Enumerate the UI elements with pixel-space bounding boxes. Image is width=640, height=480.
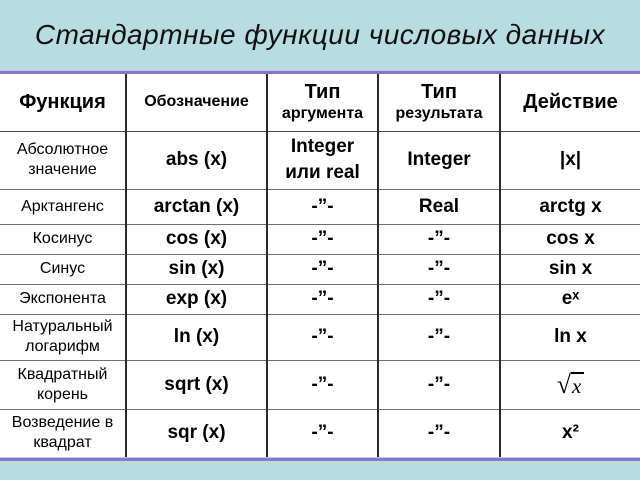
cell-arg-type: -”- bbox=[266, 283, 378, 314]
header-result-type-sub: результата bbox=[395, 105, 483, 123]
table-row-arctan: Арктангенс arctan (x) -”- Real arctg x bbox=[0, 188, 640, 224]
functions-table: Функция Обозначение Тип аргумента Тип ре… bbox=[0, 74, 640, 457]
sqrt-radical-icon: √ bbox=[556, 369, 571, 399]
table-row-sqr: Возведение в квадрат sqr (x) -”- -”- x² bbox=[0, 408, 640, 457]
cell-function: Арктангенс bbox=[0, 188, 126, 224]
table-row-ln: Натуральный логарифм ln (x) -”- -”- ln x bbox=[0, 313, 640, 360]
table-row-exp: Экспонента exp (x) -”- -”- eˣ bbox=[0, 283, 640, 314]
sqrt-radicand: x bbox=[570, 371, 585, 399]
cell-notation: sin (x) bbox=[125, 253, 267, 284]
cell-arg-type: -”- bbox=[266, 253, 378, 284]
header-action: Действие bbox=[499, 74, 640, 132]
cell-notation: cos (x) bbox=[125, 223, 267, 254]
cell-result-type: -”- bbox=[377, 283, 500, 314]
header-result-type: Тип результата bbox=[377, 74, 500, 132]
cell-action: |x| bbox=[499, 130, 640, 189]
table-row-cos: Косинус cos (x) -”- -”- cos x bbox=[0, 223, 640, 254]
cell-function: Квадратный корень bbox=[0, 359, 126, 409]
cell-function: Абсолютное значение bbox=[0, 130, 126, 189]
cell-arg-type: -”- bbox=[266, 188, 378, 224]
cell-notation: abs (x) bbox=[125, 130, 267, 189]
cell-arg-type: -”- bbox=[266, 223, 378, 254]
cell-arg-type: -”- bbox=[266, 408, 378, 457]
cell-notation: sqr (x) bbox=[125, 408, 267, 457]
table-row-sqrt: Квадратный корень sqrt (x) -”- -”- √x bbox=[0, 359, 640, 409]
table-row-abs: Абсолютное значение abs (x) Integer или … bbox=[0, 130, 640, 189]
cell-function: Синус bbox=[0, 253, 126, 284]
cell-result-type: -”- bbox=[377, 253, 500, 284]
top-divider bbox=[0, 70, 640, 74]
cell-action: sin x bbox=[499, 253, 640, 284]
arg-type-line2: или real bbox=[285, 162, 360, 183]
cell-action: ln x bbox=[499, 313, 640, 360]
cell-function: Экспонента bbox=[0, 283, 126, 314]
slide-title: Стандартные функции числовых данных bbox=[34, 19, 606, 50]
cell-action: cos x bbox=[499, 223, 640, 254]
cell-result-type: -”- bbox=[377, 313, 500, 360]
header-notation: Обозначение bbox=[125, 74, 267, 132]
cell-function: Натуральный логарифм bbox=[0, 313, 126, 360]
header-result-type-main: Тип bbox=[421, 81, 457, 104]
cell-arg-type: Integer или real bbox=[266, 130, 378, 189]
cell-arg-type: -”- bbox=[266, 359, 378, 409]
cell-result-type: -”- bbox=[377, 359, 500, 409]
table-row-sin: Синус sin (x) -”- -”- sin x bbox=[0, 253, 640, 284]
cell-result-type: -”- bbox=[377, 408, 500, 457]
bottom-divider bbox=[0, 457, 640, 461]
header-arg-type: Тип аргумента bbox=[266, 74, 378, 132]
cell-notation: exp (x) bbox=[125, 283, 267, 314]
cell-action: √x bbox=[499, 359, 640, 409]
cell-action: eˣ bbox=[499, 283, 640, 314]
cell-function: Возведение в квадрат bbox=[0, 408, 126, 457]
header-arg-type-main: Тип bbox=[304, 81, 341, 104]
cell-action: x² bbox=[499, 408, 640, 457]
cell-notation: arctan (x) bbox=[125, 188, 267, 224]
cell-arg-type: -”- bbox=[266, 313, 378, 360]
header-arg-type-sub: аргумента bbox=[281, 105, 364, 123]
header-function: Функция bbox=[0, 74, 126, 132]
cell-result-type: -”- bbox=[377, 223, 500, 254]
cell-function: Косинус bbox=[0, 223, 126, 254]
arg-type-line1: Integer bbox=[290, 136, 355, 157]
cell-notation: ln (x) bbox=[125, 313, 267, 360]
bottom-margin bbox=[0, 461, 640, 473]
cell-action: arctg x bbox=[499, 188, 640, 224]
table-header-row: Функция Обозначение Тип аргумента Тип ре… bbox=[0, 74, 640, 132]
cell-result-type: Real bbox=[377, 188, 500, 224]
cell-notation: sqrt (x) bbox=[125, 359, 267, 409]
cell-result-type: Integer bbox=[377, 130, 500, 189]
